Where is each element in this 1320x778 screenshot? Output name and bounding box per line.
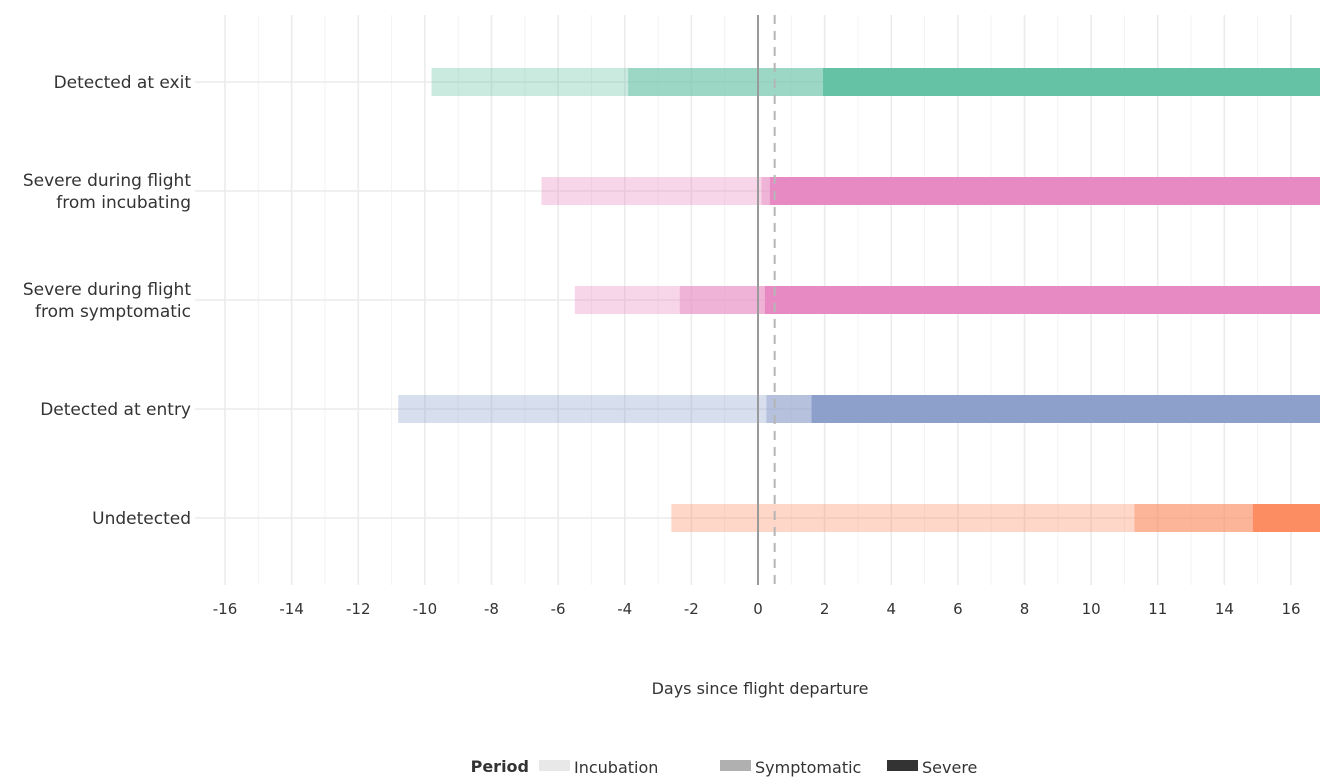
y-tick-label: Severe during flight from incubating	[23, 171, 191, 213]
x-tick-label: 2	[820, 600, 830, 618]
x-tick-label: 16	[1281, 600, 1300, 618]
legend-title: Period	[471, 757, 529, 776]
x-tick-label: -10	[413, 600, 438, 618]
legend-label: Incubation	[574, 758, 658, 777]
x-tick-label: -12	[346, 600, 371, 618]
y-tick-label: Undetected	[92, 509, 191, 529]
x-tick-label: -6	[551, 600, 566, 618]
y-axis-labels: Detected at exit Severe during flight from…	[23, 73, 192, 529]
legend: Period Incubation Symptomatic Severe	[471, 757, 978, 777]
reference-lines	[757, 15, 776, 585]
legend-swatch	[720, 760, 751, 771]
bar-segment-symptomatic	[766, 395, 812, 423]
legend-label: Symptomatic	[755, 758, 861, 777]
bar-segment-severe	[822, 68, 1320, 96]
x-tick-label: -16	[213, 600, 238, 618]
y-tick-label: Detected at entry	[40, 400, 191, 420]
x-tick-label: -8	[484, 600, 499, 618]
bar-segment-symptomatic	[679, 286, 765, 314]
x-tick-label: 6	[953, 600, 963, 618]
bar-segment-severe	[811, 395, 1320, 423]
legend-swatch	[539, 760, 570, 771]
x-tick-label: 11	[1148, 600, 1167, 618]
bar-segment-severe	[769, 177, 1320, 205]
bar-segment-symptomatic	[628, 68, 823, 96]
bars	[398, 68, 1320, 532]
x-tick-label: 8	[1020, 600, 1030, 618]
bar-segment-severe	[1252, 504, 1320, 532]
bar-segment-incubation	[431, 68, 629, 96]
bar-segment-symptomatic	[761, 177, 770, 205]
x-tick-label: -4	[617, 600, 632, 618]
x-axis-label: Days since flight departure	[652, 679, 869, 698]
bar-segment-incubation	[574, 286, 680, 314]
y-tick-label: Detected at exit	[54, 73, 192, 93]
legend-swatch	[887, 760, 918, 771]
x-tick-label: 14	[1215, 600, 1234, 618]
legend-label: Severe	[922, 758, 977, 777]
bar-segment-severe	[764, 286, 1320, 314]
bar-segment-symptomatic	[1134, 504, 1253, 532]
bar-segment-incubation	[541, 177, 762, 205]
x-tick-label: -2	[684, 600, 699, 618]
bar-segment-incubation	[671, 504, 1135, 532]
x-axis-tick-labels: -16 -14 -12 -10 -8 -6 -4 -2 0 2 4 6 8 10 11 14 16	[213, 600, 1301, 618]
x-tick-label: 10	[1082, 600, 1101, 618]
x-tick-label: -14	[279, 600, 304, 618]
x-tick-label: 4	[886, 600, 896, 618]
bar-segment-incubation	[398, 395, 767, 423]
y-tick-label: Severe during flight from symptomatic	[23, 280, 191, 322]
x-tick-label: 0	[753, 600, 763, 618]
